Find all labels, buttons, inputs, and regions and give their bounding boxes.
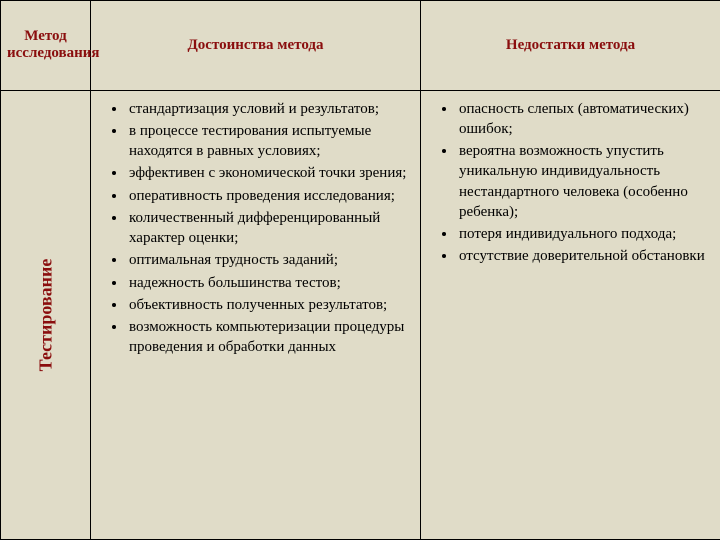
pros-item: оперативность проведения исследования; (127, 186, 412, 206)
row-label-cell: Тестирование (1, 90, 91, 539)
pros-item: эффективен с экономической точки зрения; (127, 163, 412, 183)
pros-item: количественный дифференцированный характ… (127, 208, 412, 249)
header-method: Метод исследования (1, 1, 91, 91)
row-label: Тестирование (35, 258, 56, 371)
cons-item: отсутствие доверительной обстановки (457, 246, 712, 266)
pros-item: в процессе тестирования испытуемые наход… (127, 121, 412, 162)
pros-item: стандартизация условий и результатов; (127, 99, 412, 119)
pros-item: возможность компьютеризации процедуры пр… (127, 317, 412, 358)
table-row: Тестирование стандартизация условий и ре… (1, 90, 720, 539)
pros-item: объективность полученных результатов; (127, 295, 412, 315)
comparison-table: Метод исследования Достоинства метода Не… (0, 0, 720, 540)
cons-cell: опасность слепых (автоматических) ошибок… (421, 90, 720, 539)
cons-list: опасность слепых (автоматических) ошибок… (429, 99, 712, 267)
pros-list: стандартизация условий и результатов;в п… (99, 99, 412, 358)
header-cons: Недостатки метода (421, 1, 720, 91)
cons-item: вероятна возможность упустить уникальную… (457, 141, 712, 222)
cons-item: опасность слепых (автоматических) ошибок… (457, 99, 712, 140)
cons-item: потеря индивидуального подхода; (457, 224, 712, 244)
header-pros: Достоинства метода (91, 1, 421, 91)
table-header-row: Метод исследования Достоинства метода Не… (1, 1, 720, 91)
pros-item: надежность большинства тестов; (127, 273, 412, 293)
pros-item: оптимальная трудность заданий; (127, 250, 412, 270)
pros-cell: стандартизация условий и результатов;в п… (91, 90, 421, 539)
